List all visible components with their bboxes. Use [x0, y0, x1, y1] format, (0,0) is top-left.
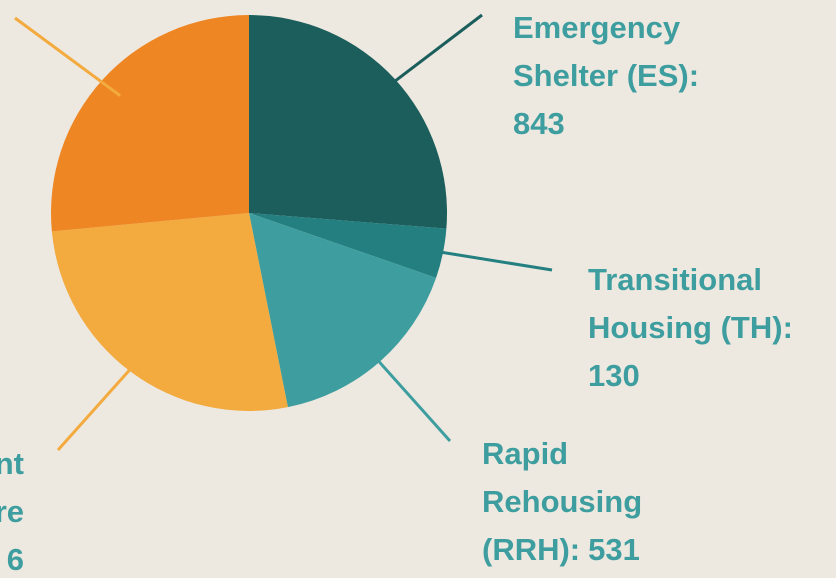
slice-label: Transitional	[588, 262, 762, 297]
slice-label-line: Rehousing	[482, 484, 642, 519]
slice-value: 6	[7, 542, 24, 577]
slice-label-line: nt	[0, 446, 24, 481]
slice-label: Housing (TH):	[588, 310, 793, 345]
leader-line	[376, 13, 483, 96]
pie-slice	[51, 15, 250, 232]
slice-label: re	[0, 494, 24, 529]
slice-label-line: Rapid	[482, 436, 568, 471]
slice-label-line: Housing (TH):	[588, 310, 793, 345]
leader-line	[56, 351, 147, 451]
slice-label-line: (RRH):	[482, 532, 580, 567]
slice-label: Rapid	[482, 436, 568, 471]
pie-slice	[249, 213, 447, 278]
pie-slice	[249, 213, 437, 408]
pie-slice	[51, 213, 288, 412]
slice-label: nt	[0, 446, 24, 481]
slice-label-line: Shelter (ES):	[513, 58, 699, 93]
pie-slice	[249, 15, 447, 229]
slice-label: Emergency	[513, 10, 681, 45]
slice-value: 843	[513, 106, 565, 141]
slice-value: 531	[588, 532, 640, 567]
slice-label-line: Transitional	[588, 262, 762, 297]
slice-label: (RRH): 531	[482, 532, 640, 567]
leader-line	[362, 343, 452, 442]
slice-label-line: Emergency	[513, 10, 681, 45]
leader-line	[14, 16, 122, 97]
slice-label-line: re	[0, 494, 24, 529]
slice-label: Rehousing	[482, 484, 642, 519]
slice-value: 130	[588, 358, 640, 393]
slice-label: Shelter (ES):	[513, 58, 699, 93]
leader-line	[419, 247, 553, 272]
